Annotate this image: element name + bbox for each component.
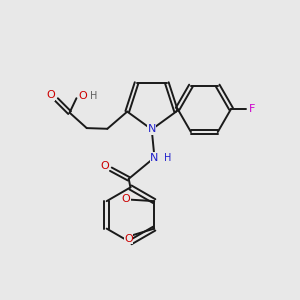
Text: O: O: [46, 91, 55, 100]
Text: O: O: [124, 234, 133, 244]
Text: N: N: [148, 124, 156, 134]
Text: O: O: [122, 194, 130, 204]
Text: F: F: [249, 104, 256, 114]
Text: O: O: [78, 91, 87, 101]
Text: O: O: [100, 161, 109, 172]
Text: H: H: [90, 91, 97, 101]
Text: N: N: [150, 153, 159, 163]
Text: H: H: [164, 153, 171, 163]
